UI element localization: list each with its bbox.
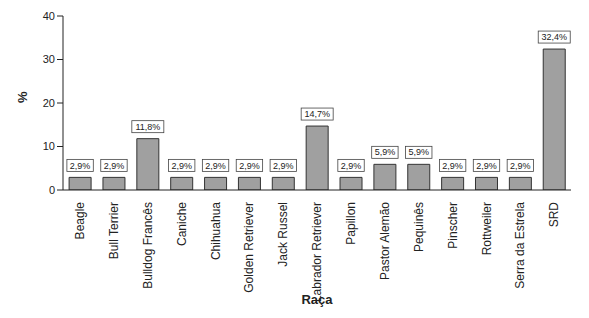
svg-text:11,8%: 11,8% — [135, 122, 160, 132]
svg-text:Pinscher: Pinscher — [446, 202, 460, 249]
svg-text:20: 20 — [43, 97, 55, 109]
svg-text:Golden Retriever: Golden Retriever — [242, 202, 256, 293]
svg-text:2,9%: 2,9% — [239, 161, 260, 171]
svg-text:2,9%: 2,9% — [70, 161, 91, 171]
svg-text:2,9%: 2,9% — [205, 161, 226, 171]
svg-text:5,9%: 5,9% — [409, 147, 430, 157]
svg-text:2,9%: 2,9% — [510, 161, 531, 171]
svg-text:Bulldog Francês: Bulldog Francês — [141, 202, 155, 289]
svg-text:10: 10 — [43, 140, 55, 152]
svg-text:SRD: SRD — [547, 202, 561, 228]
svg-text:Beagle: Beagle — [73, 202, 87, 240]
svg-text:Chihuahua: Chihuahua — [209, 202, 223, 260]
svg-text:Papillon: Papillon — [344, 202, 358, 245]
svg-text:Pastor Alemão: Pastor Alemão — [378, 202, 392, 280]
svg-text:%: % — [15, 91, 30, 103]
svg-text:40: 40 — [43, 10, 55, 22]
svg-text:Jack Russel: Jack Russel — [276, 202, 290, 267]
svg-text:Caniche: Caniche — [175, 202, 189, 246]
svg-text:Serra da Estrela: Serra da Estrela — [513, 202, 527, 289]
svg-text:2,9%: 2,9% — [442, 161, 463, 171]
svg-text:2,9%: 2,9% — [171, 161, 192, 171]
svg-text:Labrador Retriever: Labrador Retriever — [310, 202, 324, 302]
svg-text:14,7%: 14,7% — [304, 109, 330, 119]
svg-text:Bull Terrier: Bull Terrier — [107, 202, 121, 259]
svg-text:0: 0 — [49, 184, 55, 196]
svg-text:2,9%: 2,9% — [341, 161, 362, 171]
svg-text:30: 30 — [43, 53, 55, 65]
svg-text:32,4%: 32,4% — [541, 32, 567, 42]
svg-text:2,9%: 2,9% — [476, 161, 497, 171]
svg-text:2,9%: 2,9% — [104, 161, 125, 171]
svg-text:2,9%: 2,9% — [273, 161, 294, 171]
svg-text:Raça: Raça — [301, 292, 333, 307]
svg-text:5,9%: 5,9% — [375, 147, 396, 157]
svg-text:Pequinês: Pequinês — [412, 202, 426, 252]
svg-text:Rottweiler: Rottweiler — [480, 202, 494, 255]
